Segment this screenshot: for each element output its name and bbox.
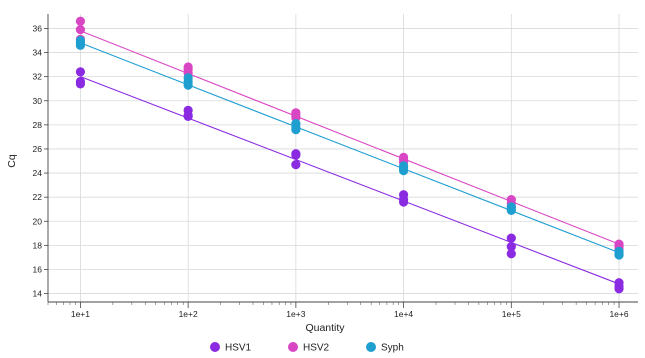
point-syph [398, 166, 409, 176]
legend-label-hsv2: HSV2 [303, 343, 330, 354]
point-syph [291, 125, 301, 135]
x-tick-label: 1e+1 [71, 309, 90, 319]
data-points [75, 16, 624, 294]
y-tick-label: 24 [33, 168, 43, 178]
point-hsv1 [398, 197, 409, 207]
x-tick-label: 1e+5 [502, 309, 521, 319]
point-hsv1 [506, 233, 516, 243]
y-tick-label: 32 [33, 72, 43, 82]
trendline-syph [80, 42, 620, 254]
y-tick-label: 16 [33, 264, 43, 274]
point-syph [506, 205, 516, 216]
y-tick-label: 26 [33, 144, 43, 154]
x-tick-label: 1e+2 [179, 309, 198, 319]
x-tick-label: 1e+3 [286, 309, 305, 319]
y-tick-label: 28 [33, 120, 43, 130]
point-hsv1 [614, 284, 624, 294]
point-hsv1 [506, 249, 516, 259]
y-tick-label: 30 [33, 96, 43, 106]
legend-marker-syph [366, 342, 376, 352]
y-tick-label: 36 [33, 23, 43, 33]
x-tick-label: 1e+6 [609, 309, 628, 319]
axes: 14 16 18 20 22 24 26 28 30 32 34 36 1e+1 1e+2 1e+3 1e+4… [33, 14, 638, 319]
point-hsv1 [75, 67, 86, 77]
point-hsv2 [75, 16, 86, 26]
y-axis-title: Cq [6, 154, 18, 168]
axis-labels: Quantity Cq [6, 154, 345, 334]
legend-marker-hsv2 [288, 342, 298, 352]
point-hsv1 [75, 79, 86, 89]
trendline-hsv2 [80, 30, 620, 245]
y-tick-label: 18 [33, 240, 43, 250]
y-tick-label: 34 [33, 48, 43, 58]
point-hsv2 [75, 25, 86, 35]
y-tick-label: 22 [33, 192, 43, 202]
point-syph [614, 250, 624, 260]
x-axis-title: Quantity [305, 322, 345, 334]
legend-marker-hsv1 [210, 342, 220, 352]
trendline-hsv1 [80, 76, 620, 285]
point-hsv1 [183, 111, 193, 122]
point-syph [183, 80, 193, 90]
legend-label-hsv1: HSV1 [225, 343, 252, 354]
point-hsv1 [291, 150, 301, 160]
legend-label-syph: Syph [381, 343, 404, 354]
x-tick-label: 1e+4 [394, 309, 413, 319]
y-tick-label: 20 [33, 216, 43, 226]
y-tick-label: 14 [33, 289, 43, 299]
legend: HSV1 HSV2 Syph [210, 342, 404, 354]
trendlines [80, 30, 620, 285]
grid [48, 14, 638, 302]
point-hsv1 [291, 160, 301, 170]
point-hsv1 [506, 241, 516, 252]
point-syph [75, 40, 86, 50]
